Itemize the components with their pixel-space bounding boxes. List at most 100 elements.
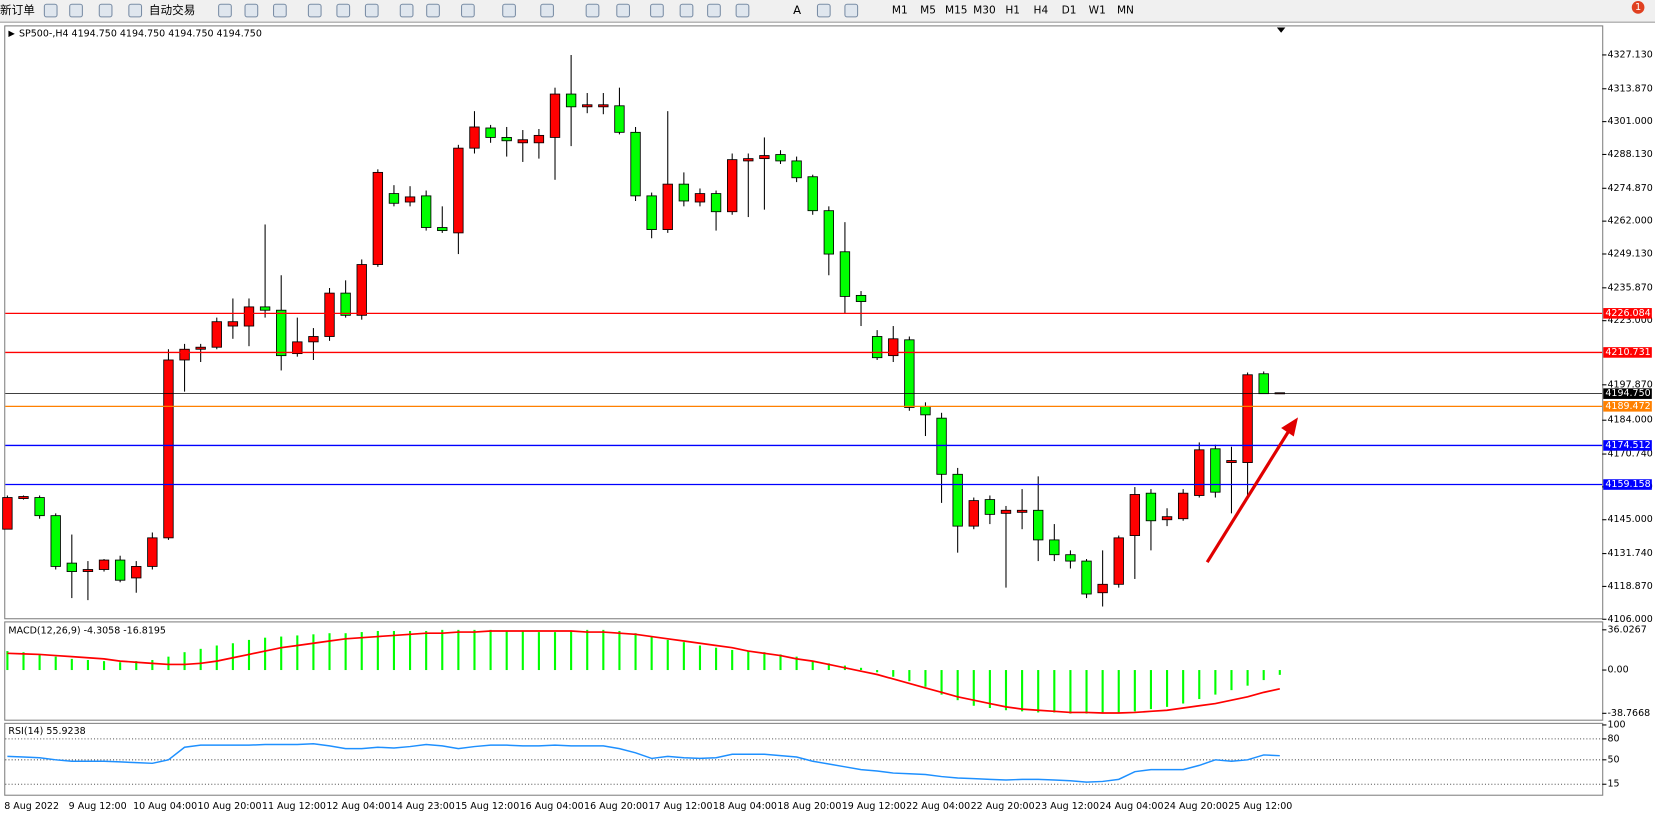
candle-body: [807, 176, 818, 212]
x-tick-label: 8 Aug 2022: [4, 801, 59, 812]
candle-body: [533, 134, 545, 144]
candle-body: [1145, 492, 1157, 522]
level-label: 4189.472: [1605, 401, 1650, 412]
x-tick-label: 18 Aug 20:00: [777, 801, 841, 812]
timeframe-button[interactable]: M1: [892, 5, 908, 17]
toolbar-icon[interactable]: [735, 3, 750, 18]
y-tick-label: 4145.000: [1607, 514, 1652, 525]
y-tick-label: 4131.740: [1607, 548, 1652, 559]
timeframe-button[interactable]: W1: [1089, 5, 1106, 17]
toolbar-icon[interactable]: [679, 3, 694, 18]
level-label: 4159.158: [1605, 479, 1650, 490]
candle-body: [276, 309, 287, 357]
auto-trading-button[interactable]: 自动交易: [149, 3, 195, 17]
y-tick-label: 50: [1607, 754, 1619, 765]
candle-body: [1065, 554, 1076, 562]
y-tick-label: 4327.130: [1607, 49, 1652, 60]
toolbar-icon[interactable]: [273, 3, 287, 18]
candle-body: [855, 294, 867, 302]
text-tool-button[interactable]: A: [793, 3, 801, 17]
toolbar-icon[interactable]: [461, 3, 475, 18]
toolbar-icon[interactable]: [707, 3, 721, 18]
plot-layer: 4327.130 4313.870 4301.000 4288.130 4274.870…: [2, 49, 1653, 812]
y-tick-label: 4288.130: [1607, 149, 1652, 160]
y-tick-label: 0.00: [1607, 665, 1628, 676]
candle-body: [1081, 560, 1092, 595]
y-tick-label: 4262.000: [1607, 216, 1652, 227]
timeframe-button[interactable]: H4: [1034, 5, 1049, 17]
y-tick-label: 4223.000: [1607, 315, 1652, 326]
notification-badge[interactable]: [1631, 1, 1645, 14]
timeframe-button[interactable]: M30: [973, 5, 996, 17]
candle-body: [952, 473, 963, 527]
toolbar-icon[interactable]: [650, 3, 664, 18]
candle-body: [1000, 509, 1012, 514]
x-tick-label: 17 Aug 12:00: [648, 801, 712, 812]
toolbar-icon[interactable]: [540, 3, 554, 18]
candle-body: [324, 292, 335, 337]
candle-body: [662, 183, 673, 230]
candle-body: [356, 264, 367, 316]
x-tick-label: 15 Aug 12:00: [455, 801, 519, 812]
x-tick-label: 19 Aug 12:00: [842, 801, 906, 812]
candle-body: [453, 147, 464, 234]
toolbar-icon[interactable]: [244, 3, 259, 18]
y-tick-label: 36.0267: [1607, 624, 1646, 635]
candle-body: [1049, 539, 1060, 556]
chart-shift-marker: [1276, 27, 1286, 33]
toolbar-icon[interactable]: [336, 3, 351, 18]
candle-body: [292, 341, 303, 355]
candle-body: [308, 336, 319, 343]
candle-body: [1242, 374, 1253, 463]
timeframe-button[interactable]: H1: [1005, 5, 1020, 17]
candle-body: [131, 566, 142, 579]
rsi-line: [7, 743, 1280, 783]
toolbar-icon[interactable]: [616, 3, 630, 18]
toolbar-icon[interactable]: [844, 3, 859, 18]
toolbar-icon[interactable]: [218, 3, 232, 18]
candle-body: [968, 500, 979, 527]
candle-body: [871, 336, 883, 359]
y-tick-label: 15: [1607, 779, 1619, 790]
toolbar-icon[interactable]: [399, 3, 414, 18]
x-tick-label: 24 Aug 04:00: [1099, 801, 1163, 812]
y-tick-label: 4170.740: [1607, 449, 1652, 460]
candle-body: [1097, 583, 1108, 594]
timeframe-button[interactable]: M5: [920, 5, 936, 17]
macd-title: MACD(12,26,9) -4.3058 -16.8195: [8, 625, 166, 636]
macd-panel: [4, 621, 1604, 721]
toolbar-icon[interactable]: [585, 3, 600, 18]
toolbar-icon[interactable]: [98, 3, 113, 18]
candle-body: [839, 251, 851, 297]
rsi-title: RSI(14) 55.9238: [8, 726, 85, 737]
toolbar-icon[interactable]: [43, 3, 58, 18]
candle-body: [1177, 492, 1189, 520]
toolbar-icon[interactable]: [128, 3, 143, 18]
toolbar-texts: 新订单 自动交易 A: [0, 3, 801, 17]
timeframe-button[interactable]: MN: [1117, 5, 1134, 17]
level-box: [1603, 479, 1652, 490]
toolbar-icon[interactable]: [816, 3, 831, 18]
timeframe-button[interactable]: D1: [1062, 5, 1077, 17]
new-order-button[interactable]: 新订单: [0, 3, 35, 17]
toolbar-icon[interactable]: [307, 3, 322, 18]
candle-body: [727, 159, 738, 213]
x-tick-label: 9 Aug 12:00: [69, 801, 127, 812]
candle-body: [18, 496, 29, 499]
timeframe-button[interactable]: M15: [945, 5, 968, 17]
candle-body: [340, 292, 351, 316]
level-box: [1603, 401, 1652, 412]
candle-body: [1258, 373, 1269, 395]
toolbar-icon[interactable]: [69, 3, 83, 18]
toolbar-icon[interactable]: [502, 3, 516, 18]
candle-body: [791, 160, 802, 179]
annotation-arrowhead: [1281, 417, 1299, 437]
candle-body: [179, 348, 190, 361]
candle-body: [420, 195, 432, 228]
toolbar-icon[interactable]: [426, 3, 440, 18]
y-tick-label: 80: [1607, 733, 1619, 744]
toolbar-icon[interactable]: [364, 3, 379, 18]
candle-body: [920, 406, 931, 416]
